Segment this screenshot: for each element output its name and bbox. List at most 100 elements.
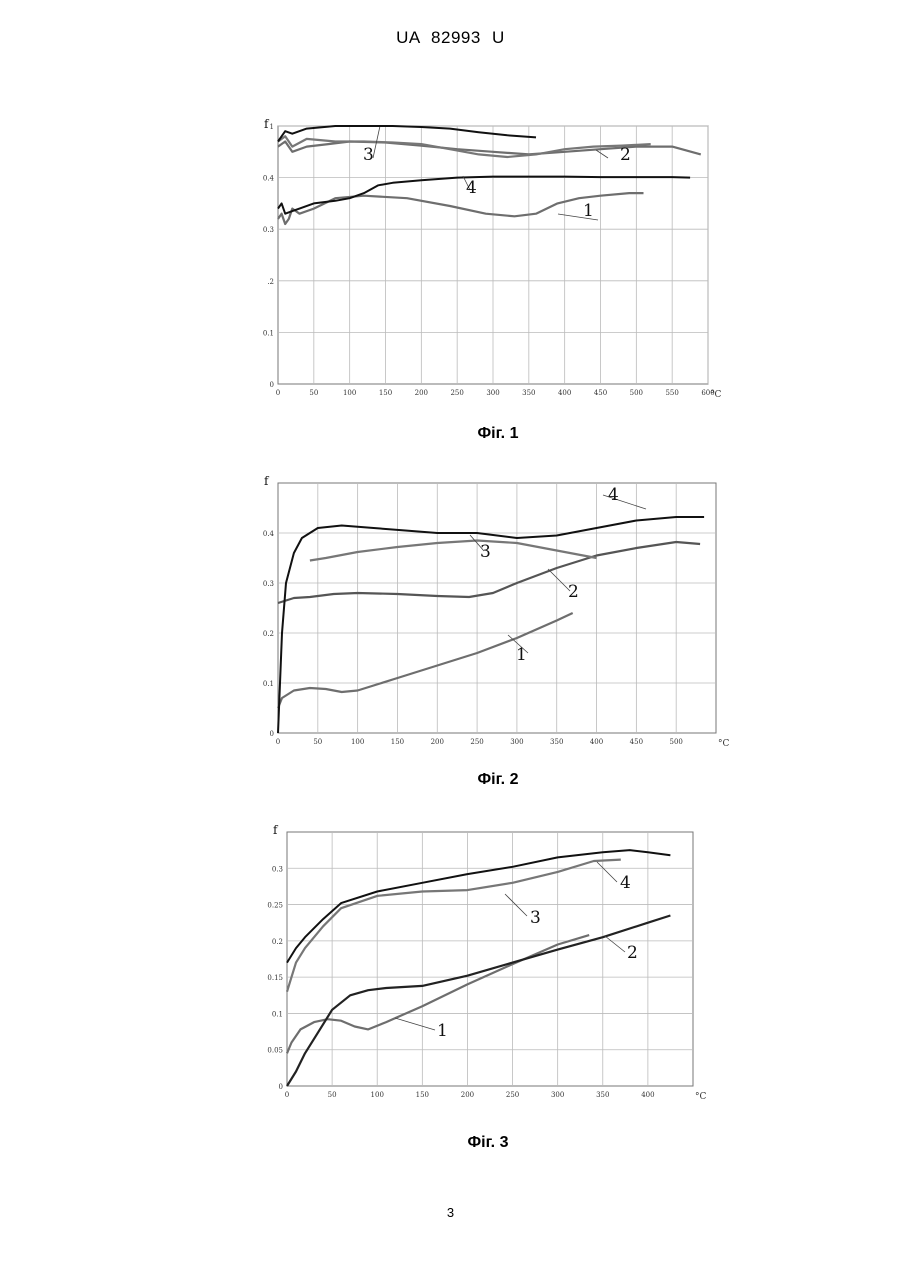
fig2-y-tick-label: 0.1 <box>263 680 274 688</box>
fig3-y-tick-label: 0.2 <box>272 938 283 946</box>
fig1-series-leader-4 <box>462 175 471 191</box>
fig3-series-label-4: 4 <box>620 873 631 893</box>
fig3-plot-frame <box>286 831 694 1087</box>
fig1-x-tick-label: 200 <box>415 389 428 397</box>
figure-1-chart: 0 50 100 150 200 250 300 350 400 450 500 550 600 0 0.1… <box>263 117 722 400</box>
fig3-y-tick-label: 0.1 <box>272 1010 283 1018</box>
fig1-y-axis-label: f <box>264 117 270 131</box>
fig2-y-axis-label: f <box>264 474 270 488</box>
fig2-series-label-4: 4 <box>608 485 619 505</box>
fig2-series-leader-4 <box>602 494 647 510</box>
fig1-x-tick-label: 300 <box>486 389 499 397</box>
fig1-y-tick-label: .2 <box>267 278 274 286</box>
fig3-series-leader-4 <box>596 861 618 883</box>
figure-2: 0 50 100 150 200 250 300 350 400 450 500 0 0.1 0.2 0.3… <box>248 474 730 755</box>
fig1-series-label-3: 3 <box>363 145 374 165</box>
fig2-series-line-4 <box>277 516 705 734</box>
fig2-x-tick-label: 300 <box>510 738 523 746</box>
fig3-x-tick-label: 100 <box>371 1091 384 1099</box>
fig3-series-label-1: 1 <box>437 1021 448 1041</box>
fig1-series-leader-2 <box>595 149 609 159</box>
fig1-x-tick-label: 500 <box>630 389 643 397</box>
fig2-x-tick-label: 250 <box>470 738 483 746</box>
fig2-series-line-2 <box>277 540 701 605</box>
figure-1-caption: Фіг. 1 <box>477 425 519 442</box>
fig1-series-line-1 <box>277 192 644 226</box>
fig1-x-tick-label: 250 <box>450 389 463 397</box>
fig2-series-leader-3 <box>469 534 485 552</box>
fig3-series-label-3: 3 <box>530 908 541 928</box>
fig3-series-leader-1 <box>394 1017 436 1031</box>
fig2-y-tick-label: 0.2 <box>263 630 274 638</box>
fig2-x-tick-label: 200 <box>431 738 444 746</box>
fig1-y-tick-label: 0.4 <box>263 175 275 183</box>
fig3-y-tick-label: 0.15 <box>267 974 283 982</box>
figure-3: 0 50 100 150 200 250 300 350 400 0 0.05 0.1 0.15 0.2 0… <box>255 818 715 1108</box>
document-number: UA 82993 U <box>396 28 505 47</box>
fig1-x-tick-label: 400 <box>558 389 571 397</box>
fig1-x-tick-label: 600 <box>701 389 714 397</box>
fig3-series-leader-2 <box>604 935 626 953</box>
fig1-series-line-4 <box>277 175 691 215</box>
fig2-x-tick-label: 0 <box>276 738 280 746</box>
fig2-y-tick-label: 0 <box>270 730 274 738</box>
fig1-series-leader-3 <box>372 125 381 159</box>
fig2-x-tick-label: 350 <box>550 738 563 746</box>
fig3-x-tick-label: 150 <box>416 1091 429 1099</box>
fig3-y-axis-label: f <box>273 823 279 837</box>
page-number: 3 <box>446 1205 455 1220</box>
fig1-x-tick-label: 50 <box>309 389 318 397</box>
figure-1: 0 50 100 150 200 250 300 350 400 450 500 550 600 0 0.1… <box>248 117 722 408</box>
fig1-y-tick-label: 1 <box>270 123 274 131</box>
fig1-series-label-2: 2 <box>620 145 631 165</box>
fig2-series-label-1: 1 <box>516 645 527 665</box>
fig2-x-tick-label: 400 <box>590 738 603 746</box>
fig3-series-line-2 <box>286 914 671 1087</box>
fig3-x-tick-label: 50 <box>328 1091 337 1099</box>
fig3-x-unit-label: °C <box>695 1092 707 1102</box>
fig3-x-tick-label: 300 <box>551 1091 564 1099</box>
fig1-x-tick-label: 450 <box>594 389 607 397</box>
fig1-y-tick-label: 0.3 <box>263 226 274 234</box>
fig1-x-tick-label: 350 <box>522 389 535 397</box>
fig1-x-tick-label: 550 <box>665 389 678 397</box>
fig2-series-label-2: 2 <box>568 582 579 602</box>
fig1-y-tick-label: 0.1 <box>263 329 274 337</box>
fig2-series-label-3: 3 <box>480 542 491 562</box>
fig2-series-leader-2 <box>547 568 571 592</box>
fig2-series-leader-1 <box>507 634 529 654</box>
fig1-series-line-3 <box>277 135 651 159</box>
fig1-x-tick-label: 100 <box>343 389 356 397</box>
fig2-x-tick-label: 450 <box>630 738 643 746</box>
fig2-y-tick-label: 0.4 <box>263 530 275 538</box>
fig3-series-line-1 <box>285 934 590 1054</box>
fig1-x-tick-label: 150 <box>379 389 392 397</box>
fig1-series-label-1: 1 <box>583 201 594 221</box>
fig2-y-tick-label: 0.3 <box>263 580 274 588</box>
fig3-series-leader-3 <box>504 893 528 917</box>
fig2-x-tick-label: 100 <box>351 738 364 746</box>
fig1-x-tick-label: 0 <box>276 389 280 397</box>
figure-3-caption: Фіг. 3 <box>467 1134 509 1151</box>
fig1-series-leader-1 <box>557 213 599 221</box>
fig2-plot-frame <box>277 482 717 734</box>
fig1-y-tick-label: 0 <box>270 381 274 389</box>
fig3-series-line-3 <box>285 858 621 993</box>
figure-3-chart: 0 50 100 150 200 250 300 350 400 0 0.05 0.1 0.15 0.2 0… <box>267 823 707 1102</box>
fig1-x-unit-label: °C <box>710 390 722 400</box>
fig2-x-tick-label: 150 <box>391 738 404 746</box>
fig3-y-tick-label: 0 <box>279 1083 283 1091</box>
fig3-x-tick-label: 350 <box>596 1091 609 1099</box>
fig2-x-tick-label: 500 <box>669 738 682 746</box>
fig3-x-tick-label: 250 <box>506 1091 519 1099</box>
fig3-x-tick-label: 400 <box>641 1091 654 1099</box>
fig1-series-label-4: 4 <box>466 178 477 198</box>
fig3-x-tick-label: 0 <box>285 1091 289 1099</box>
fig2-series-line-3 <box>309 539 597 562</box>
fig3-y-tick-label: 0.05 <box>267 1047 283 1055</box>
fig3-y-tick-label: 0.25 <box>267 902 283 910</box>
fig2-x-tick-label: 50 <box>313 738 322 746</box>
figure-2-chart: 0 50 100 150 200 250 300 350 400 450 500 0 0.1 0.2 0.3… <box>263 474 730 749</box>
fig3-series-line-4 <box>286 849 671 964</box>
fig3-series-label-2: 2 <box>627 943 638 963</box>
